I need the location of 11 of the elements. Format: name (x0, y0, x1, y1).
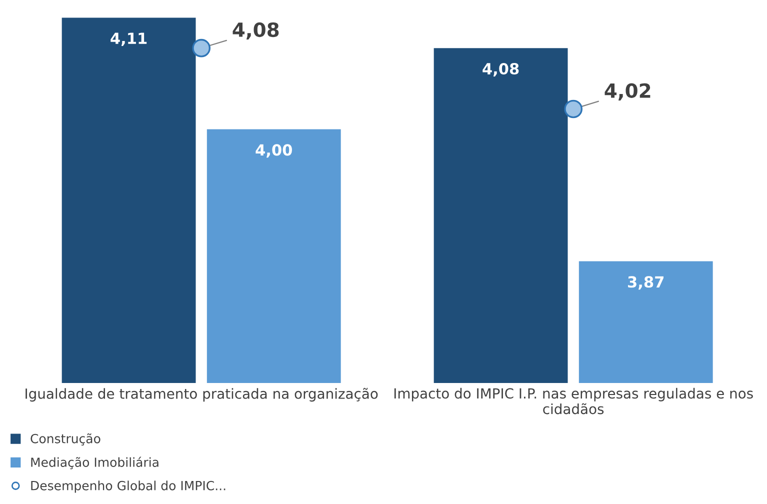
data-label: 4,08 (232, 22, 279, 40)
legend-label: Construção (30, 433, 100, 446)
data-label: 4,02 (604, 83, 650, 100)
data-label: 4,08 (482, 62, 519, 76)
data-label: 4,11 (110, 32, 147, 46)
x-tick-label: Igualdade de tratamento praticada na organização (26, 388, 378, 402)
x-tick-label: Impacto do IMPIC I.P. nas empresas reguladas e nos cidadãos (394, 388, 753, 414)
legend-label: Mediação Imobiliária (31, 456, 158, 470)
legend-label: Desempenho Global do IMPIC... (31, 480, 226, 493)
data-label: 3,87 (628, 276, 664, 290)
data-label: 4,00 (256, 144, 292, 158)
